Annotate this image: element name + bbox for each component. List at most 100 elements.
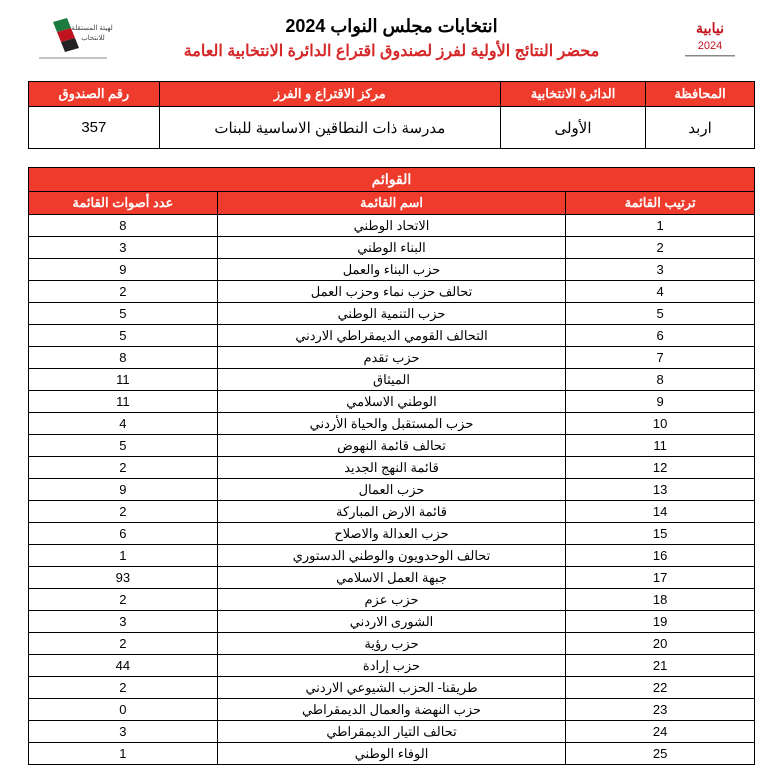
cell-name: قائمة النهج الجديد [217, 457, 565, 479]
table-row: 21حزب إرادة44 [29, 655, 755, 677]
svg-text:الهيئة المستقلة: الهيئة المستقلة [71, 24, 113, 32]
cell-name: حزب المستقبل والحياة الأردني [217, 413, 565, 435]
table-row: 6التحالف القومي الديمقراطي الاردني5 [29, 325, 755, 347]
info-v-box: 357 [29, 107, 160, 149]
table-row: 13حزب العمال9 [29, 479, 755, 501]
cell-name: تحالف حزب نماء وحزب العمل [217, 281, 565, 303]
cell-rank: 20 [566, 633, 755, 655]
table-row: 15حزب العدالة والاصلاح6 [29, 523, 755, 545]
cell-votes: 2 [29, 677, 218, 699]
table-row: 2البناء الوطني3 [29, 237, 755, 259]
cell-rank: 2 [566, 237, 755, 259]
lists-h-votes: عدد أصوات القائمة [29, 192, 218, 215]
cell-rank: 10 [566, 413, 755, 435]
cell-name: الوطني الاسلامي [217, 391, 565, 413]
cell-votes: 0 [29, 699, 218, 721]
cell-rank: 17 [566, 567, 755, 589]
cell-rank: 23 [566, 699, 755, 721]
table-row: 4تحالف حزب نماء وحزب العمل2 [29, 281, 755, 303]
logo-right: نيابية 2024 [665, 12, 755, 67]
table-row: 10حزب المستقبل والحياة الأردني4 [29, 413, 755, 435]
lists-title: القوائم [29, 168, 755, 192]
table-row: 3حزب البناء والعمل9 [29, 259, 755, 281]
cell-votes: 5 [29, 435, 218, 457]
cell-rank: 14 [566, 501, 755, 523]
cell-rank: 22 [566, 677, 755, 699]
table-row: 25الوفاء الوطني1 [29, 743, 755, 765]
cell-votes: 1 [29, 743, 218, 765]
cell-rank: 15 [566, 523, 755, 545]
cell-name: الاتحاد الوطني [217, 215, 565, 237]
cell-name: الوفاء الوطني [217, 743, 565, 765]
cell-rank: 19 [566, 611, 755, 633]
info-v-governorate: اربد [646, 107, 755, 149]
cell-rank: 8 [566, 369, 755, 391]
cell-votes: 11 [29, 369, 218, 391]
svg-text:نيابية: نيابية [696, 20, 724, 36]
svg-text:للانتخاب: للانتخاب [81, 34, 105, 42]
cell-votes: 93 [29, 567, 218, 589]
cell-votes: 3 [29, 237, 218, 259]
table-row: 12قائمة النهج الجديد2 [29, 457, 755, 479]
info-h-governorate: المحافظة [646, 82, 755, 107]
cell-rank: 4 [566, 281, 755, 303]
table-row: 19الشورى الاردني3 [29, 611, 755, 633]
cell-rank: 24 [566, 721, 755, 743]
title-sub: محضر النتائج الأولية لفرز لصندوق اقتراع … [118, 41, 665, 61]
table-row: 14قائمة الارض المباركة2 [29, 501, 755, 523]
table-row: 11تحالف قائمة النهوض5 [29, 435, 755, 457]
info-v-district: الأولى [500, 107, 645, 149]
cell-name: حزب البناء والعمل [217, 259, 565, 281]
cell-votes: 1 [29, 545, 218, 567]
cell-name: البناء الوطني [217, 237, 565, 259]
title-main: انتخابات مجلس النواب 2024 [118, 16, 665, 37]
cell-rank: 1 [566, 215, 755, 237]
cell-name: تحالف الوحدويون والوطني الدستوري [217, 545, 565, 567]
cell-rank: 18 [566, 589, 755, 611]
cell-name: حزب التنمية الوطني [217, 303, 565, 325]
table-row: 16تحالف الوحدويون والوطني الدستوري1 [29, 545, 755, 567]
cell-name: الميثاق [217, 369, 565, 391]
cell-votes: 8 [29, 215, 218, 237]
cell-votes: 3 [29, 721, 218, 743]
table-row: 20حزب رؤية2 [29, 633, 755, 655]
cell-votes: 2 [29, 633, 218, 655]
info-table: المحافظة الدائرة الانتخابية مركز الاقترا… [28, 81, 755, 149]
lists-h-rank: ترتيب القائمة [566, 192, 755, 215]
cell-votes: 2 [29, 501, 218, 523]
cell-votes: 44 [29, 655, 218, 677]
info-h-box: رقم الصندوق [29, 82, 160, 107]
table-row: 17جبهة العمل الاسلامي93 [29, 567, 755, 589]
info-v-center: مدرسة ذات النطاقين الاساسية للبنات [159, 107, 500, 149]
cell-name: حزب عزم [217, 589, 565, 611]
cell-votes: 11 [29, 391, 218, 413]
table-row: 18حزب عزم2 [29, 589, 755, 611]
cell-votes: 2 [29, 589, 218, 611]
cell-name: حزب العمال [217, 479, 565, 501]
page-header: نيابية 2024 انتخابات مجلس النواب 2024 مح… [28, 12, 755, 67]
table-row: 22طريقنا- الحزب الشيوعي الاردني2 [29, 677, 755, 699]
cell-rank: 3 [566, 259, 755, 281]
cell-name: حزب تقدم [217, 347, 565, 369]
cell-votes: 9 [29, 479, 218, 501]
cell-votes: 6 [29, 523, 218, 545]
info-h-district: الدائرة الانتخابية [500, 82, 645, 107]
cell-rank: 5 [566, 303, 755, 325]
cell-name: قائمة الارض المباركة [217, 501, 565, 523]
cell-name: حزب النهضة والعمال الديمقراطي [217, 699, 565, 721]
cell-rank: 11 [566, 435, 755, 457]
cell-votes: 3 [29, 611, 218, 633]
cell-votes: 9 [29, 259, 218, 281]
cell-votes: 5 [29, 325, 218, 347]
info-h-center: مركز الاقتراع و الفرز [159, 82, 500, 107]
cell-name: الشورى الاردني [217, 611, 565, 633]
table-row: 7حزب تقدم8 [29, 347, 755, 369]
cell-votes: 4 [29, 413, 218, 435]
cell-name: جبهة العمل الاسلامي [217, 567, 565, 589]
cell-name: حزب إرادة [217, 655, 565, 677]
cell-rank: 7 [566, 347, 755, 369]
cell-votes: 5 [29, 303, 218, 325]
cell-name: تحالف التيار الديمقراطي [217, 721, 565, 743]
logo-left: الهيئة المستقلة للانتخاب [28, 12, 118, 67]
cell-name: حزب رؤية [217, 633, 565, 655]
